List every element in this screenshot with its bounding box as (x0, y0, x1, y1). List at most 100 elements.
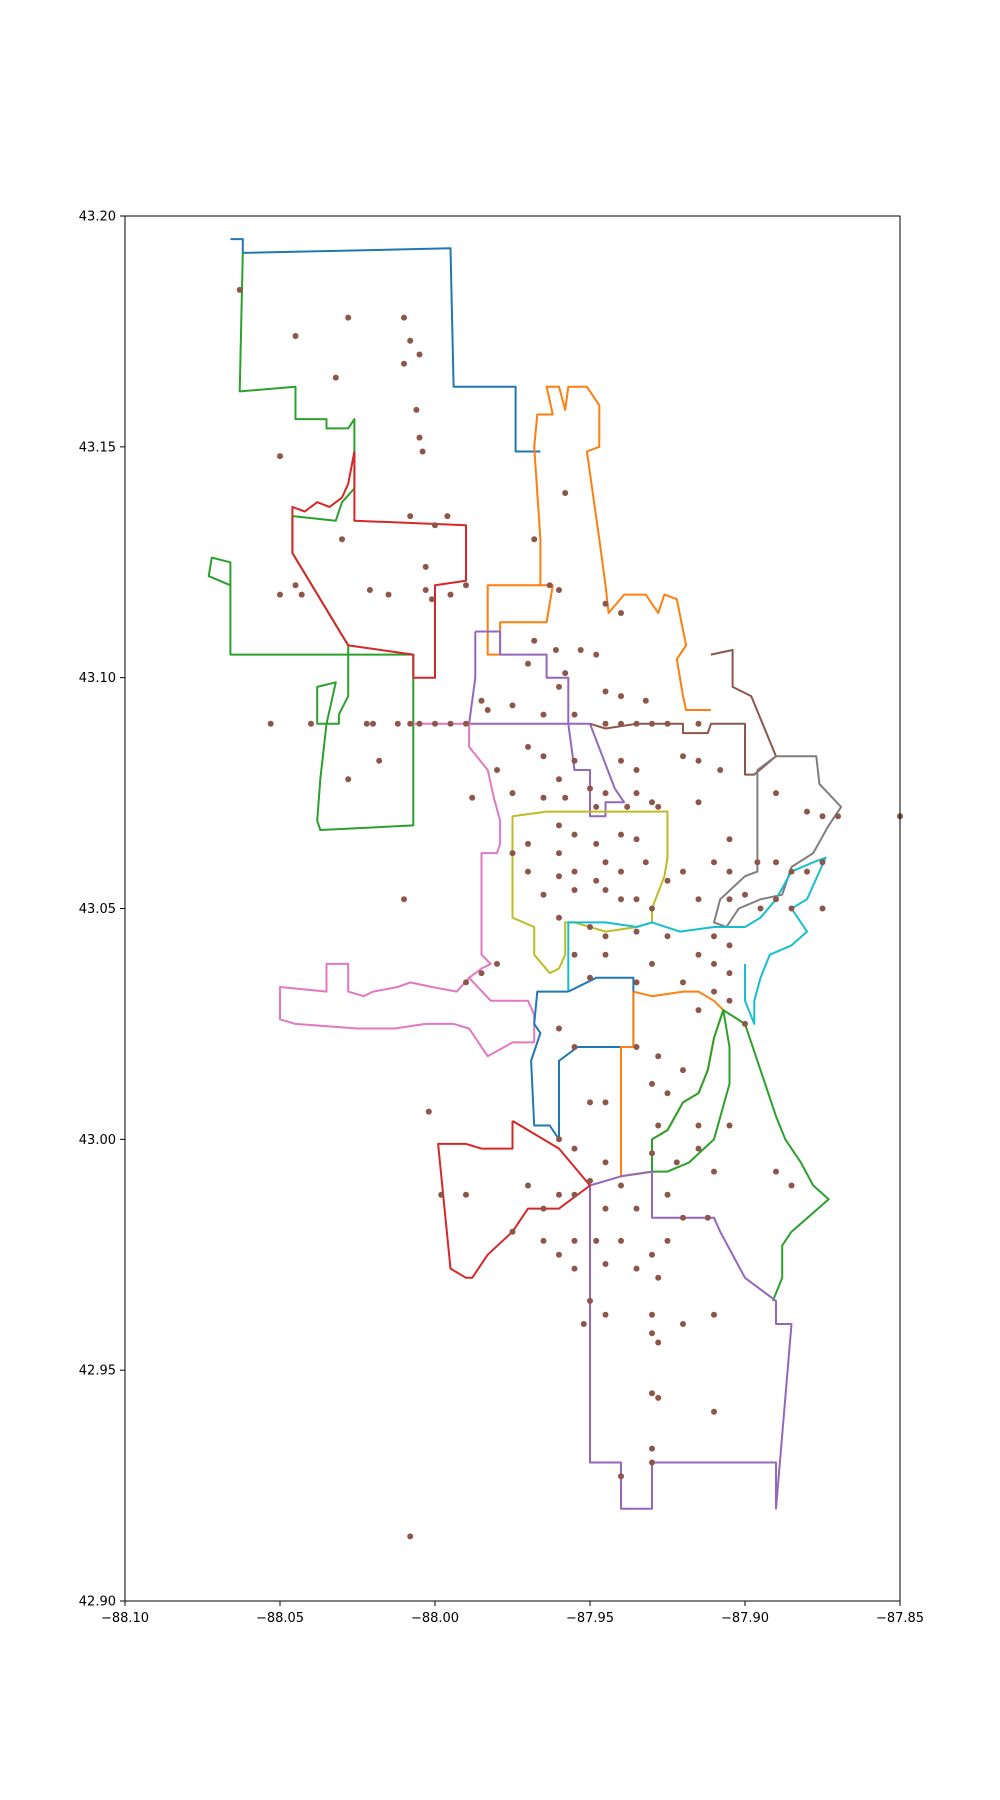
location-point (292, 333, 299, 339)
location-point (602, 1311, 609, 1318)
location-point (463, 979, 469, 986)
location-point (726, 868, 733, 875)
x-tick-label: −88.00 (411, 1611, 459, 1626)
y-tick-label: 43.15 (79, 440, 116, 455)
location-point (773, 859, 779, 866)
location-point (726, 970, 733, 977)
location-point (562, 794, 569, 801)
location-point (633, 720, 640, 727)
location-point (308, 720, 314, 727)
location-point (624, 803, 631, 810)
location-point (680, 753, 686, 760)
location-point (571, 757, 578, 764)
location-point (593, 651, 600, 658)
location-point (664, 877, 671, 884)
location-point (277, 453, 283, 460)
location-point (525, 840, 531, 847)
location-point (540, 1205, 547, 1212)
location-point (649, 1080, 655, 1087)
location-point (385, 591, 392, 598)
location-point (556, 873, 562, 880)
location-point (664, 1191, 671, 1198)
location-point (587, 924, 593, 930)
location-point (655, 1339, 662, 1346)
y-tick-label: 43.10 (79, 671, 116, 686)
x-axis: −88.10 −88.05 −88.00 −87.95 −87.90 −87.85 (101, 1601, 924, 1626)
location-point (695, 757, 702, 764)
location-point (593, 840, 600, 847)
location-point (587, 785, 593, 792)
location-point (602, 859, 609, 866)
location-point (835, 813, 841, 820)
location-point (649, 720, 655, 727)
location-point (366, 587, 373, 593)
location-point (788, 868, 795, 875)
location-point (556, 1025, 562, 1032)
location-point (695, 896, 702, 903)
location-point (633, 1265, 640, 1272)
location-point (726, 997, 733, 1004)
location-point (649, 1459, 655, 1466)
location-point (742, 1020, 748, 1027)
location-point (571, 887, 578, 893)
location-point (571, 1265, 578, 1272)
location-point (267, 720, 274, 727)
location-point (649, 1251, 655, 1258)
x-tick-label: −88.10 (101, 1611, 149, 1626)
location-point (633, 928, 640, 935)
location-point (407, 720, 414, 727)
location-point (540, 1237, 547, 1244)
location-point (695, 1145, 702, 1152)
location-point (655, 1274, 662, 1281)
location-point (587, 1297, 593, 1304)
location-point (711, 1408, 717, 1415)
location-point (618, 1182, 624, 1189)
location-point (416, 720, 423, 727)
location-point (602, 951, 609, 958)
location-points (236, 286, 903, 1540)
location-point (711, 859, 717, 866)
location-point (726, 836, 733, 843)
location-point (633, 979, 640, 986)
location-point (633, 1044, 640, 1050)
location-point (649, 1150, 655, 1157)
location-point (363, 720, 370, 727)
location-point (478, 970, 485, 977)
location-point (401, 360, 407, 367)
location-point (478, 697, 485, 704)
district-boundary-11 (530, 976, 635, 1141)
location-point (649, 905, 655, 912)
district-boundary-15 (437, 1120, 591, 1279)
location-point (788, 1182, 795, 1189)
location-point (655, 1394, 662, 1401)
location-point (757, 905, 764, 912)
location-point (571, 951, 578, 958)
location-point (556, 587, 562, 593)
location-point (562, 670, 569, 677)
location-point (580, 1321, 587, 1327)
location-point (618, 720, 624, 727)
y-tick-label: 43.20 (79, 210, 116, 225)
location-point (432, 720, 438, 727)
location-point (370, 720, 376, 727)
district-boundary-2 (207, 252, 415, 831)
location-point (422, 563, 429, 570)
location-point (664, 1237, 671, 1244)
location-point (633, 790, 640, 797)
location-point (546, 582, 553, 589)
location-point (494, 960, 500, 967)
location-point (571, 1237, 578, 1244)
location-point (602, 933, 609, 940)
district-boundary-7 (279, 722, 536, 1058)
location-point (394, 720, 401, 727)
location-point (345, 776, 352, 783)
location-point (642, 697, 649, 704)
location-point (695, 799, 702, 806)
location-point (673, 1159, 680, 1166)
location-point (788, 905, 795, 912)
location-point (332, 374, 339, 381)
x-tick-label: −87.90 (721, 1611, 769, 1626)
location-point (419, 448, 426, 455)
location-point (407, 337, 414, 344)
location-point (571, 1191, 578, 1198)
